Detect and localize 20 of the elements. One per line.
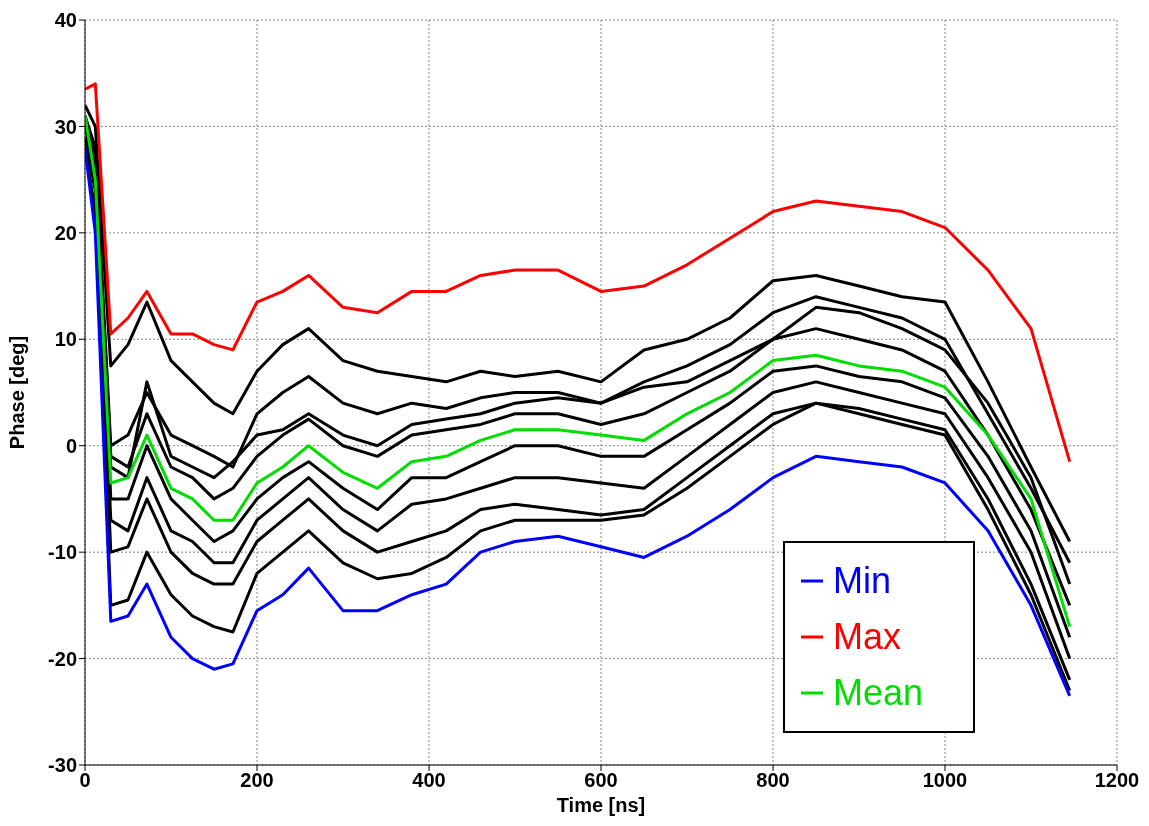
x-axis-title: Time [ns] <box>556 794 646 816</box>
x-tick-label: 800 <box>756 769 790 792</box>
x-tick-label: 200 <box>240 769 274 792</box>
x-tick-label: 1000 <box>922 769 968 792</box>
y-tick-label: 10 <box>54 328 77 351</box>
legend-label: Min <box>832 559 891 603</box>
x-tick-label: 0 <box>79 769 91 792</box>
x-tick-label: 600 <box>584 769 618 792</box>
y-tick-label: 40 <box>54 9 77 32</box>
y-axis-title: Phase [deg] <box>6 335 29 450</box>
x-tick-label: 400 <box>412 769 446 792</box>
y-tick-label: -10 <box>48 541 77 564</box>
y-tick-label: -20 <box>48 647 77 670</box>
y-tick-label: 20 <box>54 221 77 244</box>
legend-label: Mean <box>832 671 923 715</box>
x-tick-label: 1200 <box>1094 769 1140 792</box>
y-tick-label: 0 <box>65 434 77 457</box>
y-tick-label: -30 <box>48 754 77 777</box>
legend-label: Max <box>832 615 901 659</box>
y-tick-label: 30 <box>54 115 77 138</box>
